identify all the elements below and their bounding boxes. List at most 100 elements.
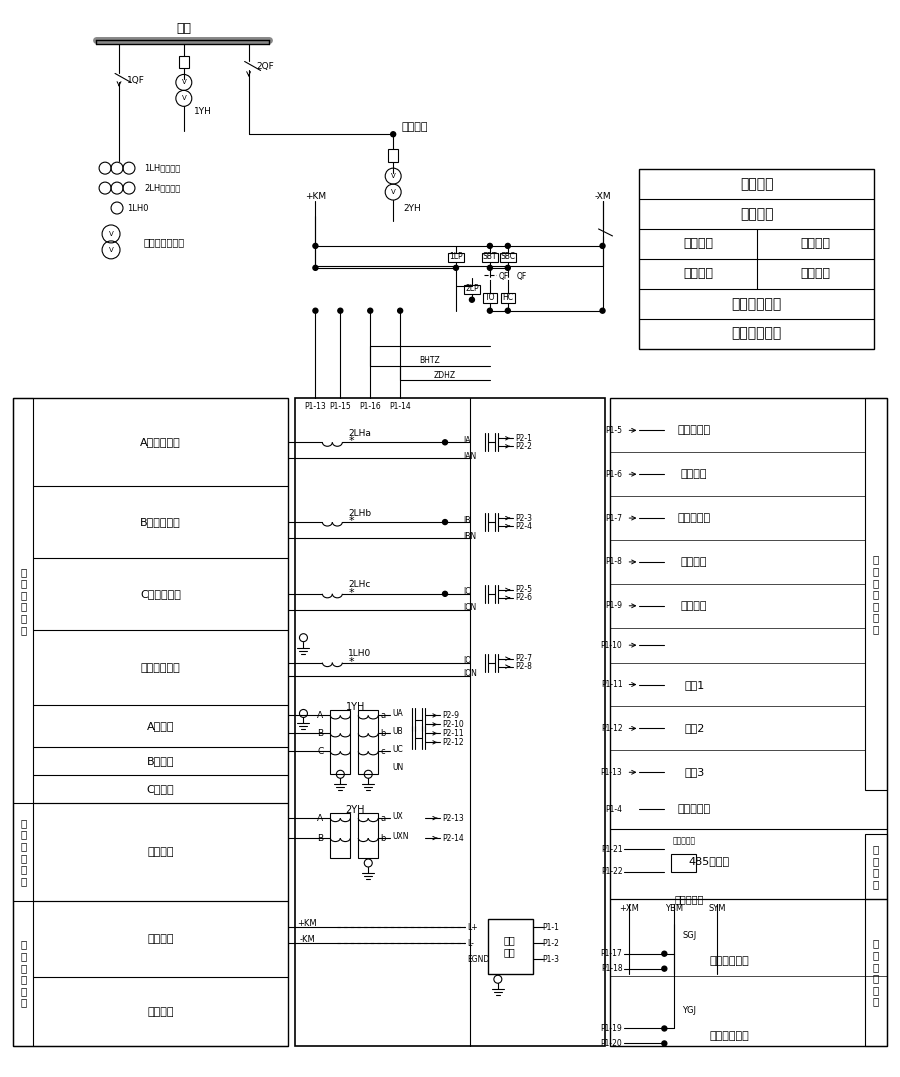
Text: 事故信号开出: 事故信号开出 [709, 956, 749, 966]
Circle shape [505, 265, 510, 270]
Text: 2LHc: 2LHc [348, 581, 371, 589]
Circle shape [600, 308, 605, 313]
Text: C: C [318, 746, 323, 756]
Text: 外
部
开
入
量
输
入: 外 部 开 入 量 输 入 [873, 555, 878, 634]
Text: P1-3: P1-3 [543, 955, 560, 964]
Text: P1-7: P1-7 [606, 514, 623, 522]
Bar [330, 813, 350, 858]
Text: 1LH0: 1LH0 [348, 649, 372, 658]
Text: V: V [391, 173, 396, 179]
Text: B相电压: B相电压 [147, 756, 174, 767]
Text: 2YH: 2YH [346, 806, 365, 815]
Text: TO: TO [484, 293, 495, 303]
Text: P2-10: P2-10 [442, 719, 464, 729]
Text: 2LH（保护）: 2LH（保护） [144, 183, 180, 193]
Text: UC: UC [392, 745, 403, 754]
Text: V: V [182, 80, 186, 85]
Text: 开入3: 开入3 [684, 767, 705, 778]
Text: 公共电网: 公共电网 [402, 123, 428, 132]
Text: 屏蔽双绞线: 屏蔽双绞线 [672, 837, 696, 845]
Text: SYM: SYM [708, 905, 726, 913]
Text: UA: UA [392, 709, 403, 718]
Bar [483, 293, 497, 303]
Circle shape [662, 966, 667, 971]
Text: UXN: UXN [392, 831, 409, 840]
Text: L+: L+ [467, 923, 478, 932]
Text: P1-9: P1-9 [606, 601, 623, 611]
Bar [358, 813, 378, 858]
Text: P1-14: P1-14 [390, 402, 411, 411]
Circle shape [662, 1041, 667, 1046]
Text: P2-11: P2-11 [442, 729, 464, 738]
Bar [865, 834, 886, 899]
Bar [330, 711, 350, 774]
Text: IAN: IAN [463, 451, 476, 461]
Text: C相电压: C相电压 [147, 784, 175, 794]
Text: 手动合闸: 手动合闸 [681, 601, 707, 611]
Text: P1-6: P1-6 [606, 470, 623, 478]
Circle shape [391, 131, 396, 137]
Text: HC: HC [502, 293, 513, 303]
Text: B: B [318, 834, 323, 842]
Text: 1LH0: 1LH0 [127, 204, 148, 212]
Text: ICN: ICN [463, 603, 476, 613]
Text: V: V [182, 96, 186, 101]
Text: SBC: SBC [500, 252, 516, 262]
Text: 辅助电源: 辅助电源 [147, 934, 174, 943]
Text: 2QF: 2QF [256, 62, 274, 71]
Text: B: B [318, 729, 323, 738]
Text: 1LH（测量）: 1LH（测量） [144, 164, 180, 172]
Text: SBT: SBT [482, 252, 497, 262]
Text: P1-10: P1-10 [600, 641, 623, 649]
Text: V: V [109, 247, 113, 253]
Text: a: a [381, 711, 386, 719]
Bar [488, 920, 533, 975]
Text: P1-4: P1-4 [606, 805, 623, 813]
Text: SGJ: SGJ [682, 932, 697, 940]
Text: -XM: -XM [594, 192, 611, 200]
Circle shape [368, 308, 373, 313]
Text: UB: UB [392, 727, 403, 736]
Text: A: A [318, 711, 323, 719]
Text: IA: IA [463, 436, 471, 445]
Text: *: * [348, 657, 354, 667]
Text: P1-2: P1-2 [543, 939, 560, 948]
Text: UN: UN [392, 763, 403, 772]
Text: P1-5: P1-5 [606, 425, 623, 435]
Bar [448, 253, 464, 262]
Circle shape [313, 308, 318, 313]
Text: P2-8: P2-8 [515, 662, 532, 671]
Circle shape [398, 308, 402, 313]
Text: P1-15: P1-15 [329, 402, 351, 411]
Text: 开入1: 开入1 [684, 680, 705, 689]
Text: 信号小母线: 信号小母线 [675, 894, 704, 904]
Text: 合闸线圈: 合闸线圈 [800, 267, 830, 280]
Text: P1-16: P1-16 [359, 402, 381, 411]
Text: P2-3: P2-3 [515, 514, 532, 522]
Circle shape [443, 439, 447, 445]
Text: IBN: IBN [463, 532, 476, 541]
Text: 弹簧未储能: 弹簧未储能 [678, 513, 711, 523]
Text: 光
伏
采
样
输
入: 光 伏 采 样 输 入 [20, 567, 26, 634]
Text: P1-13: P1-13 [600, 768, 623, 777]
Text: a: a [381, 813, 386, 823]
Circle shape [313, 265, 318, 270]
Text: 保护接地: 保护接地 [147, 1007, 174, 1017]
Text: P1-12: P1-12 [601, 724, 623, 733]
Bar [865, 899, 886, 1047]
Text: B相保护电流: B相保护电流 [140, 517, 181, 527]
Circle shape [454, 265, 458, 270]
Circle shape [488, 265, 492, 270]
Text: P2-14: P2-14 [442, 834, 464, 842]
Text: P2-7: P2-7 [515, 654, 532, 663]
Circle shape [600, 243, 605, 249]
Text: V: V [109, 230, 113, 237]
Circle shape [443, 519, 447, 524]
Text: IB: IB [463, 516, 471, 524]
Text: 母线: 母线 [176, 23, 192, 36]
Text: ION: ION [463, 669, 477, 679]
Circle shape [662, 1026, 667, 1031]
Text: BHTZ: BHTZ [419, 356, 440, 365]
Text: 2LP: 2LP [465, 284, 479, 293]
Text: *: * [348, 436, 354, 446]
